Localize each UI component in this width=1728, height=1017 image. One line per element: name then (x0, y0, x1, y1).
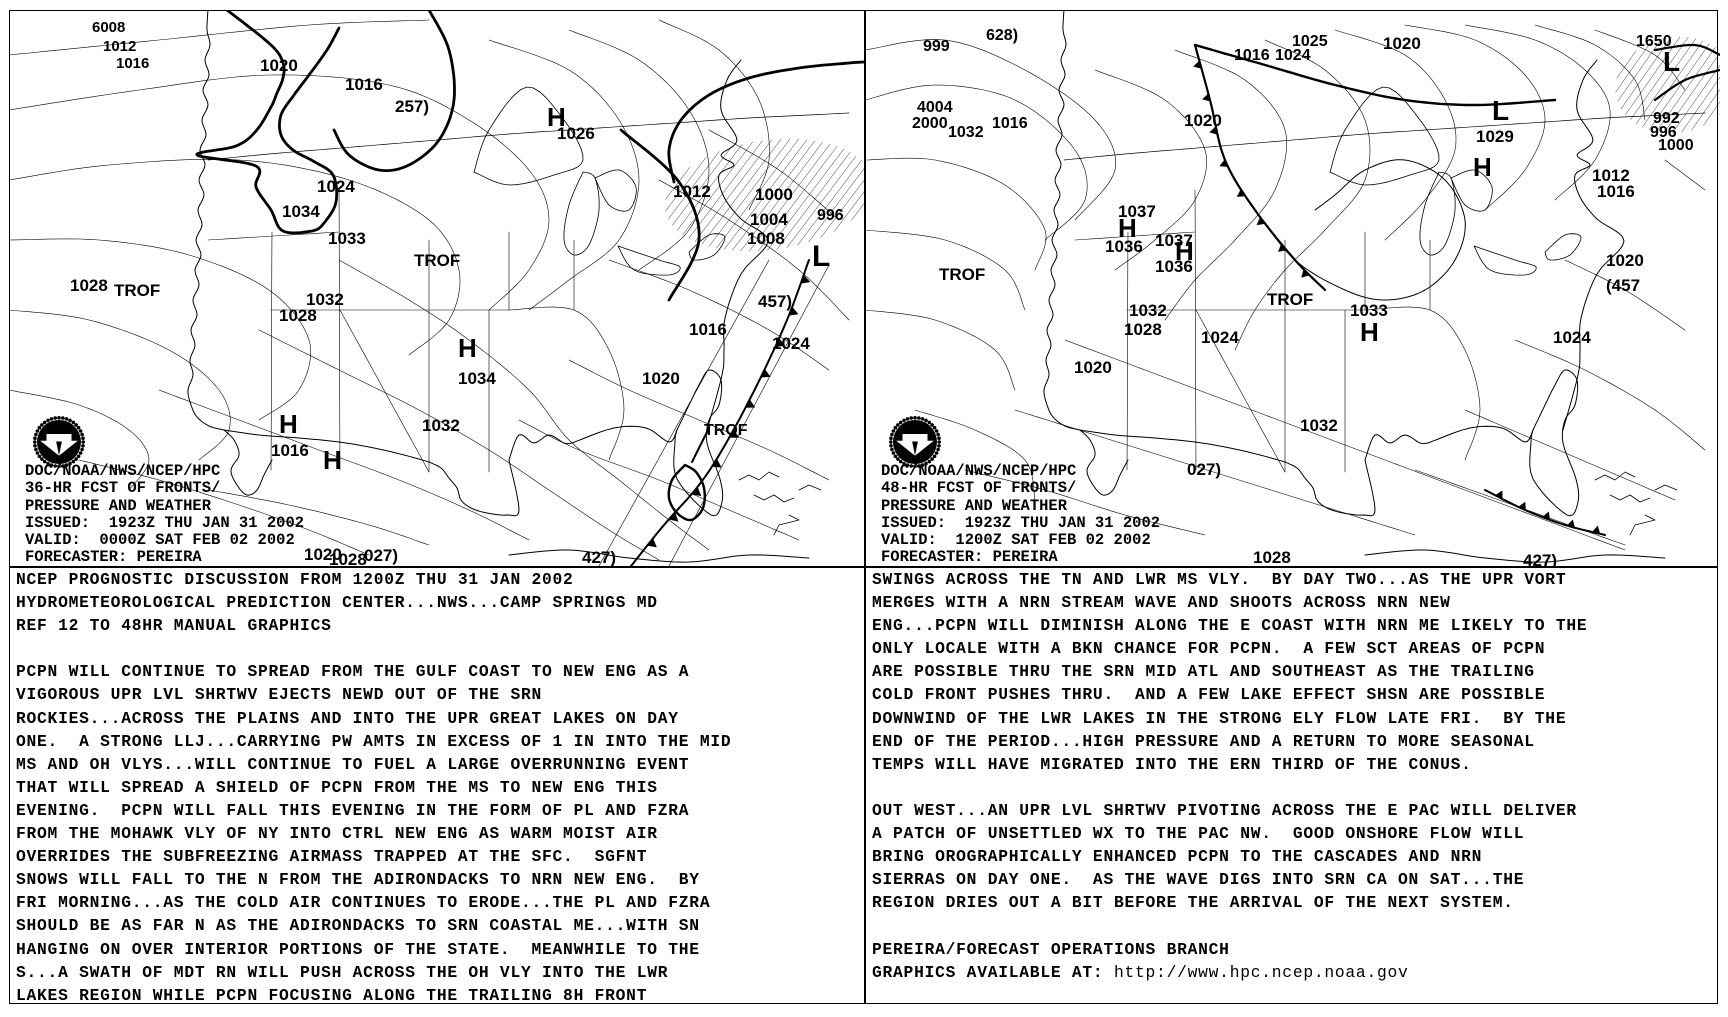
svg-text:1028: 1028 (1124, 320, 1162, 339)
svg-text:1020: 1020 (260, 56, 298, 75)
svg-text:1024: 1024 (772, 334, 810, 353)
svg-text:1034: 1034 (282, 202, 320, 221)
svg-text:1032: 1032 (1129, 301, 1167, 320)
svg-text:TROF: TROF (939, 265, 985, 284)
svg-text:1028: 1028 (1253, 548, 1291, 566)
svg-text:H: H (458, 333, 477, 363)
svg-text:1032: 1032 (948, 124, 984, 141)
svg-text:TROF: TROF (414, 251, 460, 270)
svg-text:L: L (1492, 95, 1509, 126)
svg-text:1028: 1028 (70, 276, 108, 295)
svg-text:427): 427) (582, 548, 616, 566)
svg-text:1016: 1016 (1597, 182, 1635, 201)
svg-text:1020: 1020 (1383, 34, 1421, 53)
svg-text:H: H (1360, 317, 1379, 347)
svg-text:1000: 1000 (755, 185, 793, 204)
svg-text:1008: 1008 (747, 229, 785, 248)
svg-text:1024: 1024 (1201, 328, 1239, 347)
svg-text:1024: 1024 (1553, 328, 1591, 347)
svg-text:257): 257) (395, 97, 429, 116)
svg-text:1024: 1024 (317, 177, 355, 196)
svg-text:H: H (1118, 213, 1137, 243)
svg-text:1028: 1028 (329, 550, 367, 566)
svg-text:628): 628) (986, 27, 1018, 44)
svg-text:457): 457) (758, 292, 792, 311)
svg-text:1032: 1032 (422, 416, 460, 435)
svg-text:1020: 1020 (1606, 251, 1644, 270)
svg-text:1016: 1016 (271, 441, 309, 460)
svg-text:1016: 1016 (992, 115, 1028, 132)
svg-text:1029: 1029 (1476, 127, 1514, 146)
svg-text:1000: 1000 (1658, 137, 1694, 154)
svg-text:1033: 1033 (328, 229, 366, 248)
svg-text:1012: 1012 (103, 38, 136, 55)
svg-text:H: H (279, 409, 298, 439)
svg-text:1034: 1034 (458, 369, 496, 388)
svg-text:1020: 1020 (642, 369, 680, 388)
svg-text:1012: 1012 (673, 182, 711, 201)
svg-text:1016: 1016 (116, 55, 149, 72)
svg-text:1016: 1016 (689, 320, 727, 339)
svg-text:H: H (1175, 236, 1194, 266)
svg-text:H: H (1473, 152, 1492, 182)
svg-text:102: 102 (1719, 369, 1720, 388)
svg-text:6008: 6008 (92, 19, 125, 36)
svg-text:996: 996 (817, 207, 844, 224)
svg-text:4004: 4004 (917, 99, 953, 116)
svg-text:027): 027) (364, 546, 398, 565)
svg-text:L: L (1663, 46, 1680, 77)
svg-text:1016: 1016 (345, 75, 383, 94)
svg-text:1020: 1020 (1184, 111, 1222, 130)
svg-text:TROF: TROF (114, 281, 160, 300)
svg-text:H: H (323, 445, 342, 475)
svg-text:(457: (457 (1606, 276, 1640, 295)
svg-text:999: 999 (923, 38, 950, 55)
svg-text:H: H (547, 102, 566, 132)
svg-text:427): 427) (1523, 551, 1557, 566)
svg-text:2000: 2000 (912, 115, 948, 132)
svg-text:1016: 1016 (1234, 47, 1270, 64)
svg-text:027): 027) (1187, 460, 1221, 479)
svg-text:1020: 1020 (1074, 358, 1112, 377)
svg-text:1032: 1032 (1300, 416, 1338, 435)
svg-text:1028: 1028 (279, 306, 317, 325)
svg-text:TROF: TROF (1267, 290, 1313, 309)
svg-text:1024: 1024 (1275, 47, 1311, 64)
svg-text:1004: 1004 (750, 210, 788, 229)
svg-text:L: L (812, 240, 830, 273)
svg-text:TROF: TROF (704, 422, 748, 439)
